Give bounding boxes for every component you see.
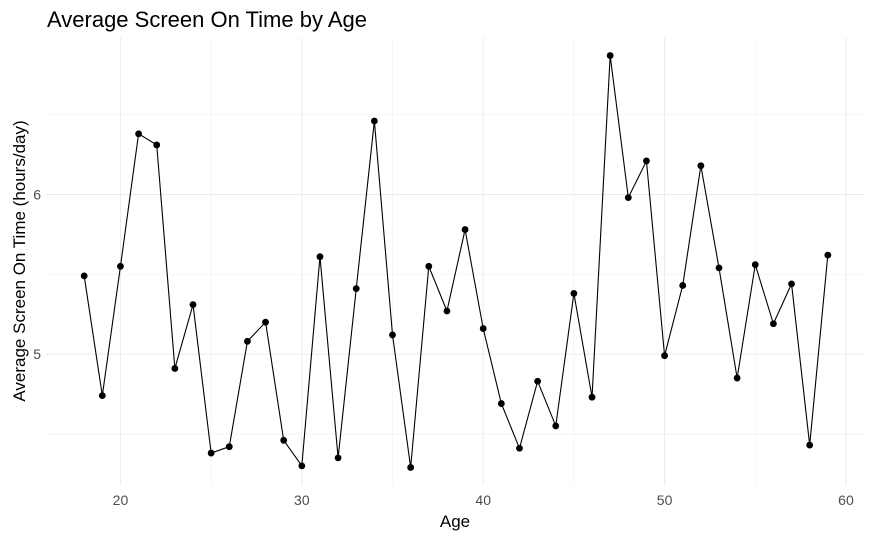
chart-title: Average Screen On Time by Age — [47, 7, 367, 32]
data-point — [715, 264, 723, 272]
data-point — [80, 272, 88, 280]
data-point — [588, 393, 596, 401]
data-point — [262, 318, 269, 326]
data-point — [298, 462, 306, 470]
data-point — [570, 290, 578, 297]
data-point — [407, 464, 415, 471]
data-point — [733, 374, 741, 382]
y-tick-label: 6 — [33, 186, 41, 202]
data-point — [824, 251, 832, 259]
data-point — [679, 282, 687, 289]
data-point — [244, 337, 251, 345]
x-tick-label: 30 — [294, 492, 310, 508]
data-point — [806, 441, 814, 449]
data-point — [661, 352, 668, 360]
data-point — [316, 253, 324, 261]
data-point — [189, 301, 197, 309]
data-point — [98, 392, 106, 399]
x-tick-label: 60 — [838, 492, 854, 508]
x-tick-label: 20 — [113, 492, 129, 508]
y-tick-label: 5 — [33, 346, 41, 362]
data-point — [534, 377, 542, 385]
data-point — [788, 280, 795, 288]
data-point — [280, 436, 288, 444]
axis-layer: 20 30 40 50 60 5 6 — [33, 186, 854, 508]
data-point — [225, 443, 233, 451]
data-point — [443, 307, 451, 315]
data-point — [497, 400, 505, 407]
data-point — [389, 331, 396, 339]
series-layer — [80, 52, 832, 471]
data-point — [153, 141, 161, 149]
data-point — [207, 449, 215, 457]
data-point — [552, 422, 560, 430]
x-axis-title: Age — [440, 512, 470, 531]
data-point — [479, 325, 487, 332]
data-point — [516, 444, 523, 452]
data-point — [770, 320, 777, 328]
data-point — [334, 454, 342, 462]
x-tick-label: 40 — [475, 492, 491, 508]
data-point — [606, 52, 614, 59]
data-point — [624, 194, 632, 202]
data-point — [171, 365, 179, 372]
data-point — [117, 262, 124, 270]
data-point — [370, 117, 378, 125]
y-axis-title: Average Screen On Time (hours/day) — [10, 120, 29, 401]
data-point — [135, 130, 142, 138]
series-line — [83, 55, 829, 468]
data-point — [697, 162, 705, 170]
data-point — [751, 261, 759, 269]
x-tick-label: 50 — [657, 492, 673, 508]
grid-layer — [47, 38, 865, 485]
data-point — [425, 262, 433, 270]
data-point — [643, 157, 650, 165]
data-point — [352, 285, 360, 293]
data-point — [461, 226, 469, 233]
